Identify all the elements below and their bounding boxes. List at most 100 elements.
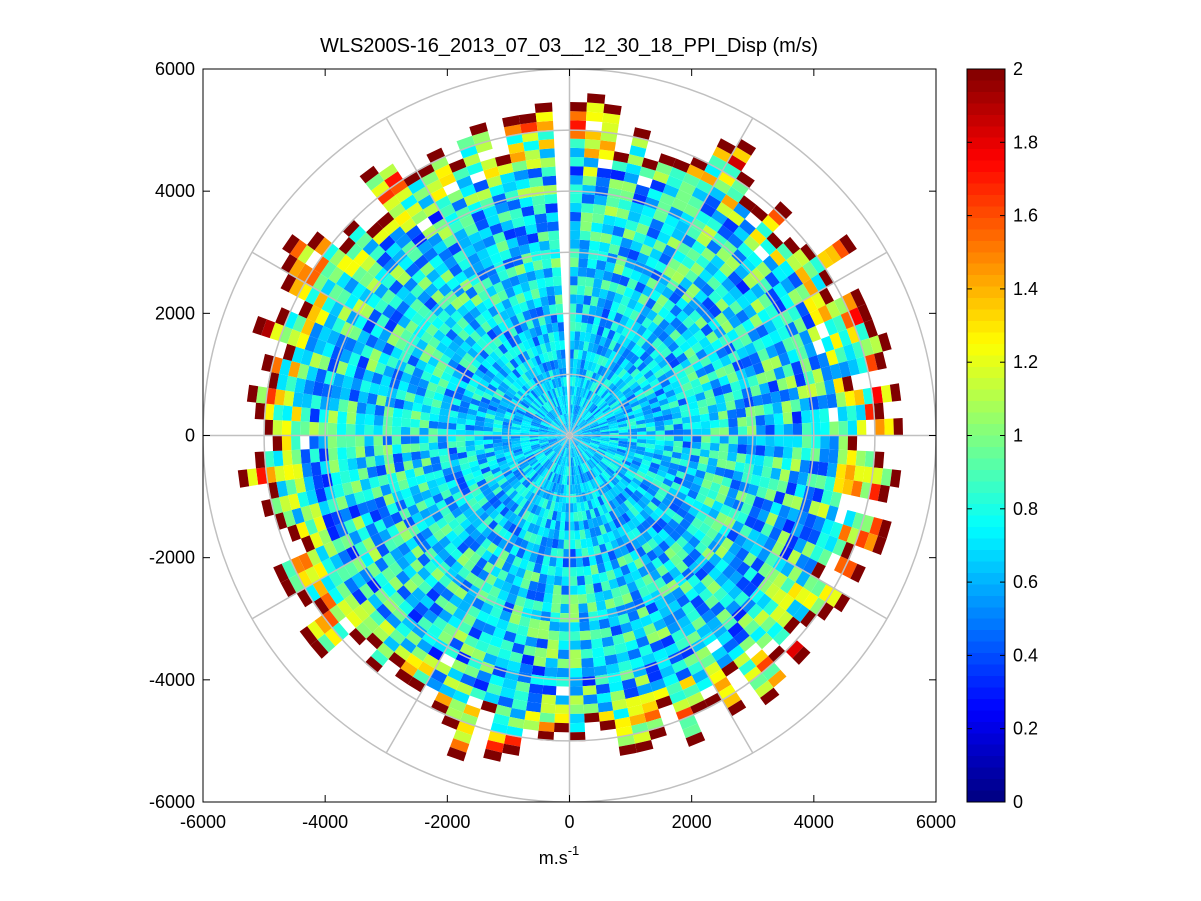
ppi-cell [716, 138, 737, 155]
ppi-cell [681, 447, 692, 455]
ppi-cell [819, 448, 830, 463]
ppi-cell [526, 502, 535, 513]
ppi-cell [658, 540, 670, 553]
ppi-cell [505, 390, 515, 399]
ppi-cell [547, 451, 555, 459]
ppi-cell [391, 368, 404, 381]
ppi-cell [596, 375, 604, 385]
ppi-cell [571, 475, 575, 485]
ppi-cell [444, 542, 457, 555]
ppi-cell [454, 271, 468, 285]
colorbar-ticks: 00.20.40.60.811.21.41.61.82 [967, 59, 1038, 812]
ppi-cell [635, 446, 646, 452]
ppi-cell [440, 335, 453, 348]
ppi-cell [559, 396, 563, 406]
ppi-cell [497, 589, 510, 602]
ppi-cell [625, 219, 639, 232]
ppi-cell [306, 304, 322, 323]
ppi-cell [398, 255, 414, 271]
ppi-cell [467, 347, 479, 359]
ppi-cell [616, 467, 627, 476]
ppi-cell [742, 582, 758, 598]
ppi-cell [540, 611, 551, 622]
ppi-cell [729, 380, 742, 392]
ppi-cell [569, 294, 577, 304]
ppi-cell [627, 648, 642, 661]
ppi-cell [492, 486, 503, 496]
ppi-cell [580, 501, 586, 512]
ppi-cell [602, 270, 614, 282]
ppi-cell [595, 683, 611, 695]
ppi-cell [526, 232, 539, 244]
colorbar-tick-label: 0.6 [1013, 572, 1038, 592]
ppi-cell [544, 667, 558, 678]
ppi-cell [500, 219, 514, 232]
ppi-cell [383, 538, 398, 553]
ppi-cell [369, 509, 382, 523]
ppi-cell [533, 297, 543, 309]
ppi-cell [505, 487, 516, 497]
ppi-cell [608, 425, 619, 430]
ppi-cell [448, 410, 459, 418]
ppi-cell [541, 421, 550, 427]
ppi-cell [776, 377, 789, 391]
ppi-cell [791, 411, 802, 424]
ppi-cell [727, 585, 743, 601]
ppi-cell [362, 319, 376, 334]
ppi-cell [509, 401, 519, 409]
ppi-cell [545, 490, 552, 500]
ppi-cell [577, 474, 583, 484]
ppi-cell [716, 247, 732, 263]
ppi-cell [657, 552, 670, 565]
ppi-cell [594, 674, 609, 686]
ppi-cell [531, 543, 541, 555]
ppi-cell [450, 548, 463, 561]
ppi-cell [594, 269, 605, 280]
ppi-cell [863, 532, 878, 552]
ppi-cell [326, 329, 341, 346]
ppi-cell [505, 361, 516, 372]
ppi-cell [623, 553, 634, 565]
ppi-cell [557, 483, 562, 494]
ppi-cell [705, 527, 719, 540]
ppi-cell [547, 295, 556, 306]
ppi-cell [365, 456, 376, 468]
ppi-cell [530, 288, 541, 300]
ppi-cell [627, 154, 644, 167]
ppi-cell [470, 398, 481, 407]
ppi-cell [430, 668, 448, 684]
ppi-cell [629, 309, 641, 322]
ppi-cell [495, 154, 512, 167]
ppi-cell [606, 530, 616, 542]
ppi-cell [880, 468, 893, 487]
ppi-cell [864, 451, 876, 468]
ppi-cell [380, 483, 392, 497]
ppi-cell [548, 411, 556, 420]
ppi-cell [616, 448, 627, 454]
ppi-cell [757, 348, 770, 362]
ppi-cell [855, 322, 870, 341]
ppi-cell [310, 639, 329, 659]
ppi-cell [587, 447, 596, 454]
ppi-cell [532, 388, 541, 397]
ppi-cell [672, 417, 683, 425]
ppi-cell [522, 310, 532, 321]
ppi-cell [726, 371, 739, 384]
ppi-cell [613, 263, 625, 276]
ppi-cell [778, 260, 795, 278]
ppi-cell [721, 306, 736, 321]
ppi-cell [681, 601, 696, 616]
ppi-cell [391, 490, 404, 503]
ppi-cell [456, 681, 473, 696]
ppi-cell [612, 375, 621, 386]
ppi-cell [272, 420, 283, 436]
ppi-cell [621, 404, 632, 412]
ppi-cell [472, 469, 483, 478]
ppi-cell [594, 452, 604, 460]
ppi-cell [839, 234, 857, 254]
ppi-cell [649, 639, 665, 653]
ppi-cell [548, 428, 558, 433]
x-axis-label-superscript: -1 [568, 843, 580, 858]
ppi-cell [694, 289, 709, 304]
ppi-cell [727, 270, 743, 286]
